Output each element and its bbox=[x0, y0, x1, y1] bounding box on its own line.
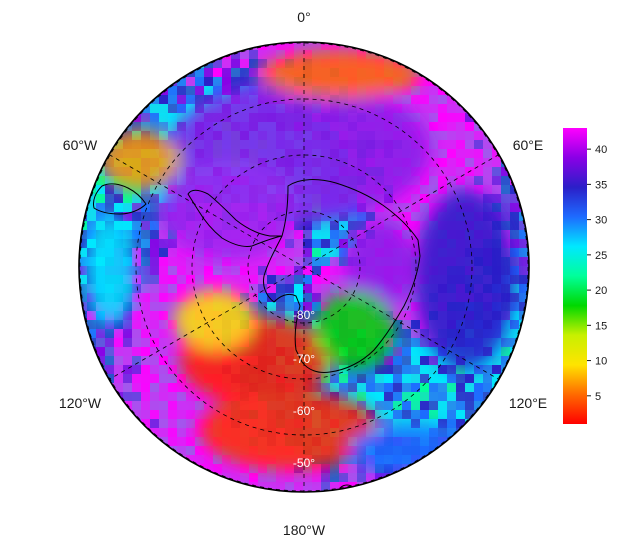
region-low-south bbox=[200, 390, 380, 470]
colorbar-ticks: 5 10 15 20 25 30 35 40 bbox=[587, 144, 607, 403]
region-high-westpeninsula bbox=[160, 160, 300, 260]
antarctic-peninsula-coast bbox=[187, 189, 283, 247]
colorbar-tick-label: 15 bbox=[595, 320, 607, 332]
colorbar-tick-label: 10 bbox=[595, 356, 607, 368]
meridian-label-lower-right: 120°E bbox=[509, 395, 547, 411]
graticule bbox=[79, 42, 529, 492]
parallel-80 bbox=[247, 210, 361, 324]
colorbar-tick-label: 25 bbox=[595, 250, 607, 262]
colorbar: 5 10 15 20 25 30 35 40 bbox=[563, 128, 607, 424]
meridian-label-upper-right: 60°E bbox=[513, 137, 544, 153]
colorbar-tick-label: 40 bbox=[595, 144, 607, 156]
colorbar-tick-label: 35 bbox=[595, 179, 607, 191]
lat-label-50: -50° bbox=[293, 456, 315, 470]
data-field: -80° -70° -60° -50° bbox=[79, 42, 529, 492]
colorbar-gradient bbox=[563, 128, 587, 424]
region-low-top bbox=[260, 50, 420, 100]
meridian-label-bottom: 180°W bbox=[283, 522, 326, 538]
parallel-70 bbox=[191, 154, 417, 380]
colorbar-tick-label: 20 bbox=[595, 285, 607, 297]
lat-label-70: -70° bbox=[293, 352, 315, 366]
colorbar-tick-label: 30 bbox=[595, 215, 607, 227]
meridian-60e-120w bbox=[108, 154, 500, 380]
map-boundary bbox=[78, 41, 530, 493]
region-mid-topleft bbox=[100, 130, 180, 190]
region-mid-center bbox=[315, 290, 395, 370]
lat-label-80: -80° bbox=[293, 308, 315, 322]
parallel-50 bbox=[79, 42, 529, 492]
meridian-label-upper-left: 60°W bbox=[63, 137, 98, 153]
parallel-60 bbox=[135, 98, 473, 436]
lat-label-60: -60° bbox=[293, 404, 315, 418]
region-high-basin bbox=[345, 220, 415, 310]
meridian-label-top: 0° bbox=[297, 9, 310, 25]
south-america-tip bbox=[93, 183, 147, 215]
colorbar-tick-label: 5 bbox=[595, 391, 601, 403]
region-mid-west bbox=[175, 290, 255, 350]
antarctica-coast bbox=[263, 179, 421, 373]
meridian-label-lower-left: 120°W bbox=[59, 395, 102, 411]
region-high-southeast bbox=[350, 425, 470, 475]
region-high-east bbox=[415, 190, 515, 370]
region-mid-left bbox=[85, 215, 135, 325]
